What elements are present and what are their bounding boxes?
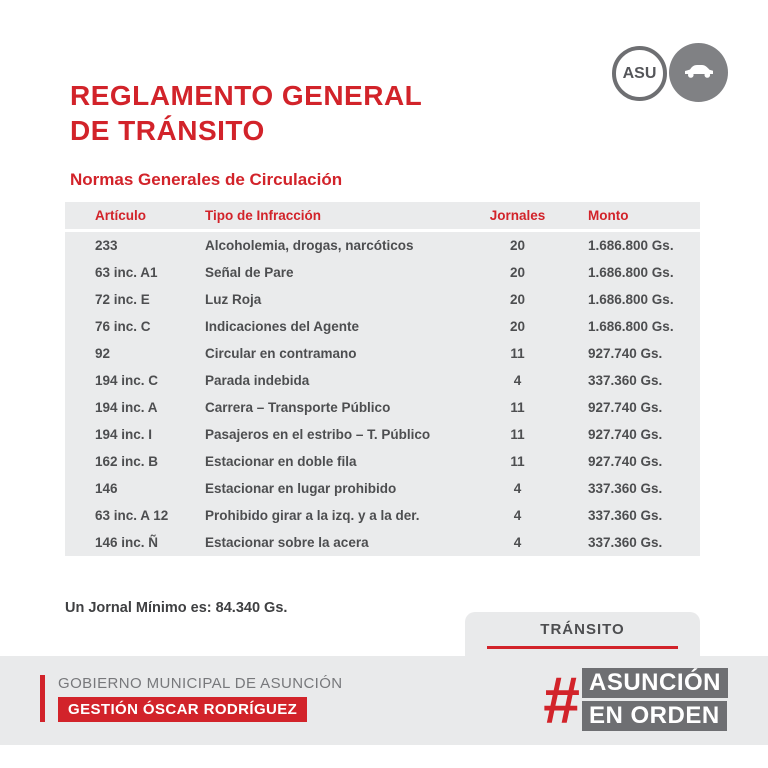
table-row: 146 inc. Ñ Estacionar sobre la acera 4 3…	[65, 529, 700, 556]
cell-jornales: 20	[509, 265, 526, 280]
government-signature: GOBIERNO MUNICIPAL DE ASUNCIÓN GESTIÓN Ó…	[40, 675, 343, 722]
car-badge	[669, 43, 728, 102]
cell-articulo: 233	[95, 238, 118, 253]
page-title: REGLAMENTO GENERAL DE TRÁNSITO	[70, 78, 422, 148]
cell-articulo: 63 inc. A 12	[95, 508, 169, 523]
cell-articulo: 194 inc. I	[95, 427, 153, 442]
cell-monto: 927.740 Gs.	[588, 400, 663, 415]
cell-jornales: 11	[510, 427, 525, 442]
table-row: 162 inc. B Estacionar en doble fila 11 9…	[65, 448, 700, 475]
table-row: 92 Circular en contramano 11 927.740 Gs.	[65, 340, 700, 367]
cell-monto: 337.360 Gs.	[588, 373, 663, 388]
table-row: 194 inc. I Pasajeros en el estribo – T. …	[65, 421, 700, 448]
asuncion-en-orden-logo: # ASUNCIÓN EN ORDEN	[543, 662, 728, 737]
cell-monto: 337.360 Gs.	[588, 508, 663, 523]
footer-band: GOBIERNO MUNICIPAL DE ASUNCIÓN GESTIÓN Ó…	[0, 656, 768, 745]
cell-jornales: 4	[513, 535, 522, 550]
cell-monto: 1.686.800 Gs.	[588, 265, 674, 280]
cell-jornales: 4	[513, 481, 522, 496]
cell-infraccion: Estacionar sobre la acera	[205, 535, 369, 550]
table-row: 146 Estacionar en lugar prohibido 4 337.…	[65, 475, 700, 502]
gov-line2: GESTIÓN ÓSCAR RODRÍGUEZ	[58, 697, 308, 722]
cell-infraccion: Señal de Pare	[205, 265, 294, 280]
page-title-line2: DE TRÁNSITO	[70, 115, 265, 146]
cell-jornales: 11	[510, 346, 525, 361]
cell-monto: 1.686.800 Gs.	[588, 238, 674, 253]
section-title: Normas Generales de Circulación	[70, 170, 343, 189]
table-row: 194 inc. C Parada indebida 4 337.360 Gs.	[65, 367, 700, 394]
gov-line1: GOBIERNO MUNICIPAL DE ASUNCIÓN	[58, 675, 343, 692]
cell-infraccion: Alcoholemia, drogas, narcóticos	[205, 238, 414, 253]
brand-line2: EN ORDEN	[581, 701, 727, 731]
cell-jornales: 20	[509, 292, 526, 307]
cell-monto: 927.740 Gs.	[588, 427, 663, 442]
column-header-jornales: Jornales	[489, 208, 546, 223]
cell-articulo: 63 inc. A1	[95, 265, 158, 280]
transito-label: TRÁNSITO	[540, 620, 625, 638]
cell-monto: 1.686.800 Gs.	[588, 292, 674, 307]
cell-articulo: 162 inc. B	[95, 454, 159, 469]
asu-logo-badge: ASU	[612, 46, 667, 101]
cell-jornales: 11	[510, 400, 525, 415]
cell-infraccion: Carrera – Transporte Público	[205, 400, 391, 415]
cell-monto: 337.360 Gs.	[588, 535, 663, 550]
column-header-monto: Monto	[588, 208, 629, 223]
cell-jornales: 11	[510, 454, 525, 469]
table-row: 63 inc. A1 Señal de Pare 20 1.686.800 Gs…	[65, 259, 700, 286]
column-header-articulo: Artículo	[95, 208, 147, 223]
jornal-minimo-note: Un Jornal Mínimo es: 84.340 Gs.	[65, 600, 288, 616]
asu-logo-label: ASU	[622, 64, 657, 82]
table-header-row: Artículo Tipo de Infracción Jornales Mon…	[65, 202, 700, 229]
cell-articulo: 146 inc. Ñ	[95, 535, 159, 550]
page-title-line1: REGLAMENTO GENERAL	[70, 80, 423, 111]
car-icon	[682, 59, 716, 86]
transito-tab: TRÁNSITO	[465, 612, 700, 656]
transito-underline	[487, 646, 678, 649]
cell-articulo: 194 inc. A	[95, 400, 158, 415]
cell-monto: 927.740 Gs.	[588, 454, 663, 469]
cell-monto: 1.686.800 Gs.	[588, 319, 674, 334]
cell-infraccion: Circular en contramano	[205, 346, 357, 361]
cell-infraccion: Indicaciones del Agente	[205, 319, 360, 334]
red-accent-bar	[40, 675, 45, 722]
infractions-table: Artículo Tipo de Infracción Jornales Mon…	[65, 202, 700, 556]
cell-infraccion: Estacionar en lugar prohibido	[205, 481, 397, 496]
hashtag-icon: #	[543, 662, 580, 737]
table-row: 63 inc. A 12 Prohibido girar a la izq. y…	[65, 502, 700, 529]
cell-jornales: 20	[509, 319, 526, 334]
cell-infraccion: Pasajeros en el estribo – T. Público	[205, 427, 431, 442]
cell-jornales: 20	[509, 238, 526, 253]
cell-articulo: 72 inc. E	[95, 292, 150, 307]
cell-articulo: 146	[95, 481, 118, 496]
cell-infraccion: Luz Roja	[205, 292, 262, 307]
column-header-infraccion: Tipo de Infracción	[205, 208, 322, 223]
cell-infraccion: Parada indebida	[205, 373, 310, 388]
cell-articulo: 92	[95, 346, 111, 361]
table-row: 72 inc. E Luz Roja 20 1.686.800 Gs.	[65, 286, 700, 313]
cell-monto: 927.740 Gs.	[588, 346, 663, 361]
cell-articulo: 76 inc. C	[95, 319, 151, 334]
cell-jornales: 4	[513, 373, 522, 388]
table-body: 233 Alcoholemia, drogas, narcóticos 20 1…	[65, 232, 700, 556]
cell-infraccion: Prohibido girar a la izq. y a la der.	[205, 508, 420, 523]
table-row: 233 Alcoholemia, drogas, narcóticos 20 1…	[65, 232, 700, 259]
cell-infraccion: Estacionar en doble fila	[205, 454, 357, 469]
cell-jornales: 4	[513, 508, 522, 523]
cell-articulo: 194 inc. C	[95, 373, 159, 388]
brand-line1: ASUNCIÓN	[581, 668, 728, 698]
cell-monto: 337.360 Gs.	[588, 481, 663, 496]
table-row: 194 inc. A Carrera – Transporte Público …	[65, 394, 700, 421]
table-row: 76 inc. C Indicaciones del Agente 20 1.6…	[65, 313, 700, 340]
